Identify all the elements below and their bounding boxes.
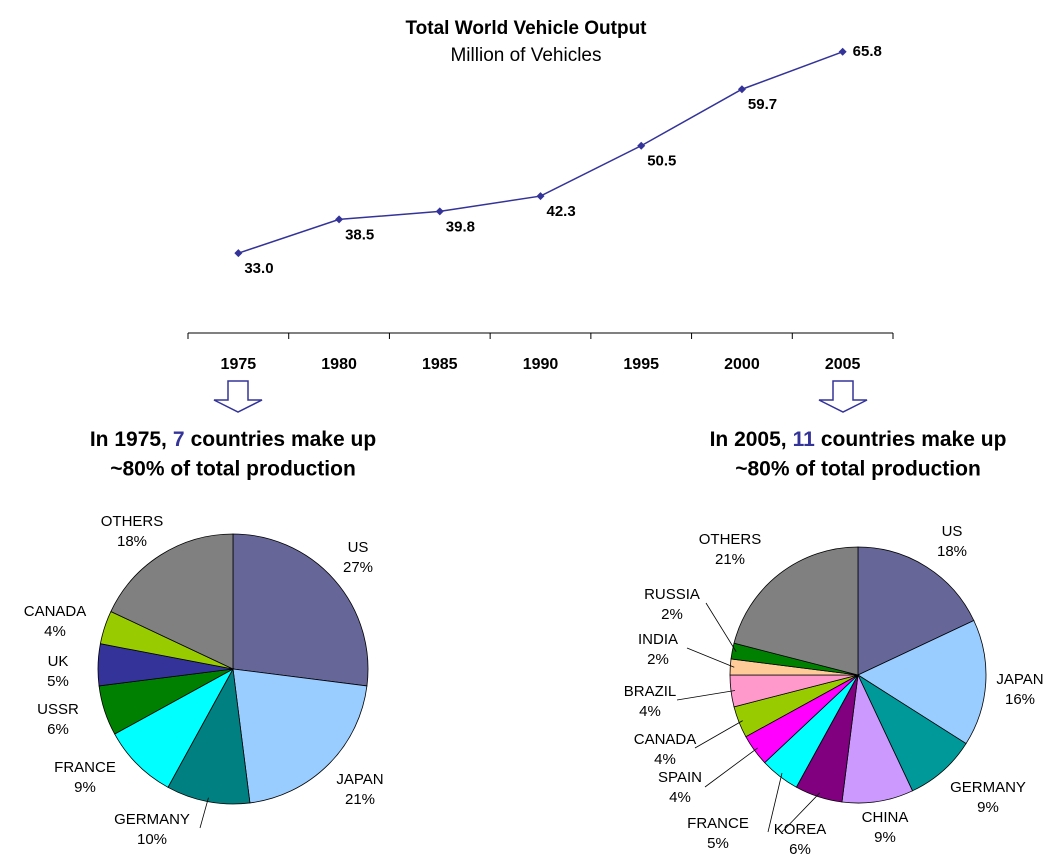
heading-text: countries make up: [191, 428, 377, 451]
slice-value: 4%: [669, 789, 691, 806]
arrow: [818, 380, 868, 413]
slice-value: 9%: [977, 799, 999, 816]
slice-value: 5%: [47, 673, 69, 690]
slice-value: 4%: [654, 751, 676, 768]
heading-text: In 1975,: [90, 428, 167, 451]
pie-slice: [232, 668, 368, 804]
pie-heading: In 2005, 11 countries make up: [710, 428, 1007, 451]
point: [737, 85, 746, 94]
data-label: 59.7: [748, 96, 777, 113]
slice-label: CANADA: [634, 731, 697, 748]
slice-value: 27%: [343, 559, 373, 576]
pie-heading: ~80% of total production: [110, 458, 356, 481]
slice-label: GERMANY: [950, 779, 1026, 796]
x-tick-label: 1990: [523, 356, 559, 373]
slice-value: 4%: [44, 623, 66, 640]
data-label: 38.5: [345, 226, 374, 243]
slice-value: 4%: [639, 703, 661, 720]
chart-subtitle: Million of Vehicles: [450, 45, 601, 66]
point: [637, 141, 646, 150]
slice-label: CHINA: [862, 809, 909, 826]
x-tick-label: 1985: [422, 356, 458, 373]
leader-line: [705, 602, 737, 652]
heading-number: 7: [173, 428, 185, 451]
leader-line: [704, 747, 758, 788]
slice-value: 9%: [74, 779, 96, 796]
heading-text: countries make up: [821, 428, 1007, 451]
slice-label: INDIA: [638, 631, 678, 648]
heading-number: 11: [793, 428, 816, 451]
slice-label: US: [942, 523, 963, 540]
pie-heading: In 1975, 7 countries make up: [90, 428, 376, 451]
slice-value: 18%: [937, 543, 967, 560]
x-tick-label: 2000: [724, 356, 760, 373]
slice-value: 6%: [789, 841, 811, 858]
slice-label: OTHERS: [101, 513, 164, 530]
data-label: 39.8: [446, 218, 475, 235]
data-label: 50.5: [647, 153, 676, 170]
heading-text: In 2005,: [710, 428, 787, 451]
x-tick-label: 2005: [825, 356, 861, 373]
pie-slice: [857, 619, 987, 745]
leader-line: [694, 720, 743, 749]
x-tick-label: 1995: [623, 356, 659, 373]
leader-line: [767, 772, 783, 833]
slice-label: FRANCE: [687, 815, 749, 832]
pie-slice: [857, 546, 975, 676]
pie-heading: ~80% of total production: [735, 458, 981, 481]
x-tick-label: 1975: [221, 356, 257, 373]
slice-label: KOREA: [774, 821, 827, 838]
leader-line: [686, 647, 735, 668]
arrow: [213, 380, 263, 413]
slice-label: RUSSIA: [644, 586, 700, 603]
slice-label: OTHERS: [699, 531, 762, 548]
leader-line: [781, 792, 820, 833]
slice-label: BRAZIL: [624, 683, 677, 700]
leader-line: [676, 690, 736, 701]
slice-value: 2%: [661, 606, 683, 623]
slice-label: FRANCE: [54, 759, 116, 776]
point: [335, 215, 344, 224]
point: [838, 47, 847, 56]
slice-label: SPAIN: [658, 769, 702, 786]
slice-value: 9%: [874, 829, 896, 846]
slice-value: 5%: [707, 835, 729, 852]
slice-label: JAPAN: [996, 671, 1043, 688]
line: [238, 51, 843, 254]
slice-value: 2%: [647, 651, 669, 668]
data-label: 42.3: [547, 203, 576, 220]
slice-value: 16%: [1005, 691, 1035, 708]
point: [435, 207, 444, 216]
point: [536, 192, 545, 201]
chart-title: Total World Vehicle Output: [405, 18, 647, 39]
slice-label: JAPAN: [336, 771, 383, 788]
slice-label: US: [348, 539, 369, 556]
pie-slice: [110, 533, 234, 670]
slice-label: GERMANY: [114, 811, 190, 828]
pie-slice: [733, 546, 859, 676]
data-label: 65.8: [853, 43, 882, 60]
slice-value: 21%: [345, 791, 375, 808]
data-label: 33.0: [244, 260, 273, 277]
slice-value: 6%: [47, 721, 69, 738]
slice-label: CANADA: [24, 603, 87, 620]
point: [234, 249, 243, 258]
slice-label: USSR: [37, 701, 79, 718]
leader-line: [199, 797, 209, 829]
slice-value: 21%: [715, 551, 745, 568]
pie-slice: [232, 533, 369, 687]
x-tick-label: 1980: [321, 356, 357, 373]
slice-label: UK: [48, 653, 69, 670]
slice-value: 10%: [137, 831, 167, 848]
slice-value: 18%: [117, 533, 147, 550]
